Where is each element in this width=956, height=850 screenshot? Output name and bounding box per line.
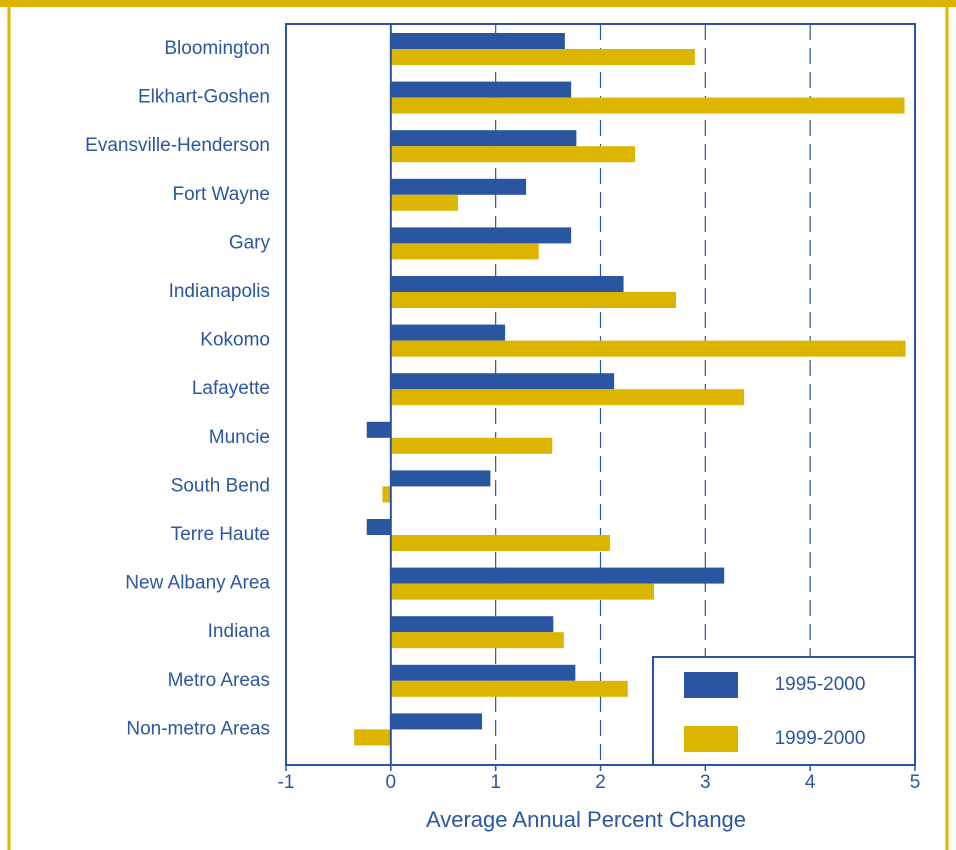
- y-tick-label: Terre Haute: [171, 524, 270, 545]
- y-tick-label: Metro Areas: [168, 670, 270, 691]
- y-tick-label: Elkhart-Goshen: [138, 87, 270, 108]
- bar: [390, 243, 539, 260]
- y-tick-label: Indianapolis: [169, 281, 270, 302]
- bar: [390, 567, 725, 584]
- bar: [390, 713, 483, 730]
- bar: [390, 97, 905, 114]
- bar: [390, 130, 577, 147]
- bar: [390, 535, 610, 551]
- x-tick-label: 1: [490, 772, 501, 793]
- bar: [390, 178, 527, 195]
- legend-swatch: [684, 672, 738, 698]
- y-tick-label: Fort Wayne: [173, 184, 271, 205]
- bar: [390, 194, 458, 211]
- bar: [390, 33, 565, 49]
- legend-swatch: [684, 726, 738, 752]
- x-tick-label: -1: [278, 772, 295, 793]
- x-tick-label: 2: [595, 772, 606, 793]
- y-tick-label: Indiana: [208, 621, 271, 642]
- bar: [390, 680, 628, 697]
- x-tick-label: 5: [910, 772, 921, 793]
- bar: [390, 470, 491, 487]
- bar: [354, 729, 391, 746]
- bar: [390, 583, 654, 600]
- y-tick-label: Gary: [229, 232, 271, 253]
- y-tick-label: Kokomo: [200, 330, 270, 351]
- bar: [390, 373, 615, 390]
- y-tick-label: Evansville-Henderson: [85, 135, 270, 156]
- y-tick-label: Lafayette: [192, 378, 270, 399]
- y-tick-label: Non-metro Areas: [126, 718, 270, 739]
- x-tick-label: 0: [386, 772, 397, 793]
- bar: [382, 486, 391, 503]
- bar: [390, 49, 695, 65]
- y-tick-label: Muncie: [209, 427, 270, 448]
- bar: [390, 292, 676, 308]
- bar: [390, 146, 636, 163]
- y-tick-label: Bloomington: [164, 38, 270, 59]
- legend-label: 1995-2000: [775, 674, 866, 695]
- bar: [390, 340, 906, 357]
- bar: [390, 276, 624, 292]
- x-tick-label: 4: [805, 772, 816, 793]
- y-tick-label: South Bend: [171, 475, 270, 496]
- bar: [366, 421, 391, 438]
- bar: [390, 389, 745, 406]
- bar: [390, 437, 553, 454]
- x-axis-label: Average Annual Percent Change: [426, 807, 746, 832]
- y-tick-label: New Albany Area: [125, 573, 270, 594]
- bar: [390, 632, 564, 649]
- bar: [390, 81, 572, 98]
- bar: [390, 227, 572, 244]
- bar: [390, 664, 576, 681]
- x-tick-label: 3: [700, 772, 711, 793]
- bar: [390, 616, 554, 633]
- bar: [366, 519, 391, 535]
- top-border: [0, 0, 956, 7]
- bar: [390, 324, 506, 341]
- legend-label: 1999-2000: [775, 728, 866, 749]
